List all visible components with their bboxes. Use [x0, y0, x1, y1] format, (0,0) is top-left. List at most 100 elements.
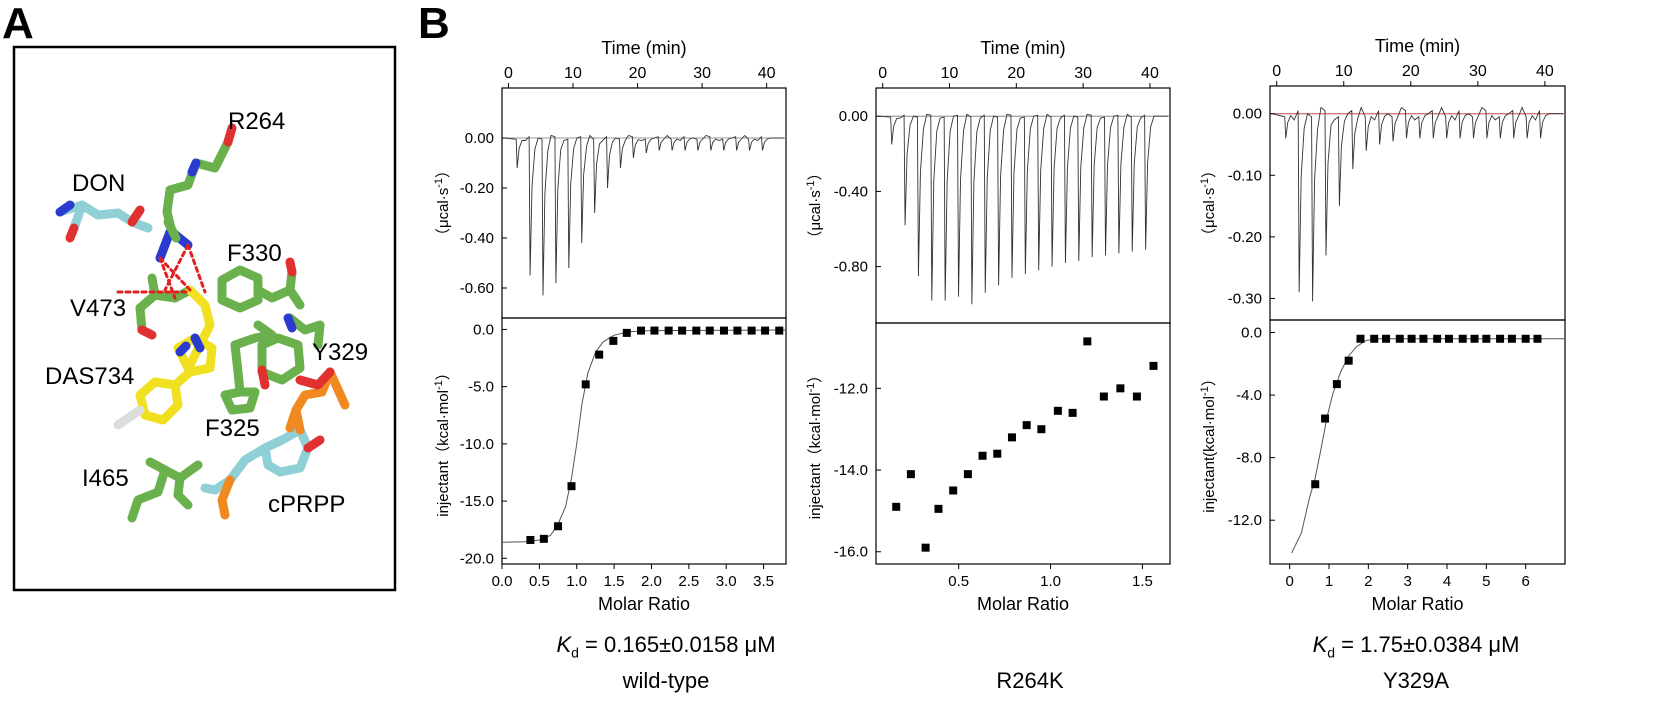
data-point — [1458, 334, 1467, 343]
time-tick-label: 30 — [1074, 65, 1092, 82]
data-point — [1533, 334, 1542, 343]
heat-tick-label: -12.0 — [834, 380, 868, 397]
ratio-tick-label: 3 — [1403, 573, 1411, 590]
power-axis-label: （μcal·s-1） — [805, 165, 824, 245]
ratio-axis-label: Molar Ratio — [598, 594, 690, 614]
ratio-tick-label: 6 — [1521, 573, 1529, 590]
data-point — [949, 486, 958, 495]
residue-Y329 — [257, 313, 325, 390]
power-tick-label: 0.00 — [839, 108, 868, 125]
ratio-tick-label: 0 — [1285, 573, 1293, 590]
heat-tick-label: -12.0 — [1228, 512, 1262, 529]
kd-caption-Y329A: Kd = 1.75±0.0384 μM — [1312, 632, 1520, 661]
data-point — [1382, 334, 1391, 343]
heat-axis-label: injectant(kcal·mol-1） — [1199, 371, 1218, 513]
heat-tick-label: 0.0 — [473, 321, 494, 338]
data-point — [1149, 361, 1158, 370]
ligand-DAS734 — [113, 285, 217, 430]
isotherm-frame — [875, 322, 1171, 565]
data-point — [609, 336, 618, 345]
residue-V473 — [135, 273, 195, 340]
label-DAS734: DAS734 — [45, 363, 134, 390]
ratio-tick-label: 1.5 — [604, 573, 625, 590]
ratio-tick-label: 5 — [1482, 573, 1490, 590]
power-tick-label: -0.30 — [1228, 290, 1262, 307]
ratio-tick-label: 1 — [1325, 573, 1333, 590]
data-point — [1370, 334, 1379, 343]
ratio-tick-label: 3.0 — [716, 573, 737, 590]
data-point — [1321, 414, 1330, 423]
time-axis-label: Time (min) — [980, 38, 1065, 58]
data-point — [1444, 334, 1453, 343]
data-point — [719, 326, 728, 335]
power-tick-label: -0.40 — [460, 230, 494, 247]
heat-tick-label: -20.0 — [460, 550, 494, 567]
residue-F330 — [217, 257, 305, 313]
data-point — [1332, 380, 1341, 389]
ratio-tick-label: 1.0 — [566, 573, 587, 590]
kd-caption-wild-type: Kd = 0.165±0.0158 μM — [556, 632, 776, 661]
data-point — [1482, 334, 1491, 343]
data-point — [1433, 334, 1442, 343]
heat-tick-label: -8.0 — [1236, 450, 1262, 467]
label-DON: DON — [72, 170, 125, 197]
data-point — [993, 449, 1002, 458]
data-point — [1116, 384, 1125, 393]
data-point — [526, 535, 535, 544]
hydrogen-bonds — [116, 243, 207, 300]
power-tick-label: -0.80 — [834, 259, 868, 276]
itc-chart-wild-type: 0 10 20 30 40 Time (min) 0.00 -0.20 -0.40 -0.60 （μ… — [433, 38, 787, 614]
variant-label-wild-type: wild-type — [622, 668, 710, 693]
binding-site-structure: R264 DON F330 V473 Y329 DAS734 F325 I465… — [12, 45, 397, 592]
fit-curve — [501, 329, 787, 543]
power-axis-label: （μcal·s-1） — [433, 163, 452, 243]
label-cPRPP: cPRPP — [268, 491, 345, 518]
data-point — [1496, 334, 1505, 343]
data-point — [567, 482, 576, 491]
isotherm-frame — [1269, 319, 1566, 565]
power-tick-label: -0.10 — [1228, 167, 1262, 184]
data-point — [678, 326, 687, 335]
ligand-cPRPP — [200, 367, 350, 520]
ratio-tick-label: 2.5 — [678, 573, 699, 590]
power-tick-label: 0.00 — [465, 130, 494, 147]
time-tick-label: 40 — [758, 65, 776, 82]
ratio-tick-label: 0.5 — [529, 573, 550, 590]
ratio-tick-label: 4 — [1443, 573, 1451, 590]
data-point — [581, 380, 590, 389]
ratio-tick-label: 1.5 — [1132, 573, 1153, 590]
data-point — [1132, 392, 1141, 401]
power-tick-label: -0.20 — [460, 180, 494, 197]
label-V473: V473 — [70, 295, 126, 322]
itc-chart-R264K: 0 10 20 30 40 Time (min) 0.00 -0.40 -0.80 （μcal·s… — [805, 38, 1171, 614]
time-tick-label: 0 — [878, 65, 887, 82]
data-point — [921, 543, 930, 552]
time-tick-label: 30 — [693, 65, 711, 82]
label-Y329: Y329 — [312, 339, 368, 366]
data-point — [705, 326, 714, 335]
heat-axis-label: injectant（kcal·mol-1） — [433, 365, 452, 517]
label-I465: I465 — [82, 465, 129, 492]
data-point — [747, 326, 756, 335]
data-point — [1395, 334, 1404, 343]
data-point — [1311, 480, 1320, 489]
time-tick-label: 10 — [941, 65, 959, 82]
power-axis-label: （μcal·s-1） — [1199, 163, 1218, 243]
data-point — [539, 534, 548, 543]
data-point — [650, 326, 659, 335]
isotherm-frame — [501, 317, 787, 565]
heat-tick-label: -10.0 — [460, 436, 494, 453]
time-tick-label: 20 — [1007, 65, 1025, 82]
ratio-tick-label: 0.5 — [948, 573, 969, 590]
heat-tick-label: -16.0 — [834, 544, 868, 561]
time-tick-label: 0 — [1272, 63, 1281, 80]
thermogram-trace — [877, 113, 1168, 305]
data-point — [637, 326, 646, 335]
panel-label-b: B — [418, 0, 450, 48]
fit-curve — [1291, 338, 1565, 554]
time-tick-label: 20 — [629, 65, 647, 82]
time-tick-label: 10 — [1335, 63, 1353, 80]
heat-tick-label: -4.0 — [1236, 387, 1262, 404]
